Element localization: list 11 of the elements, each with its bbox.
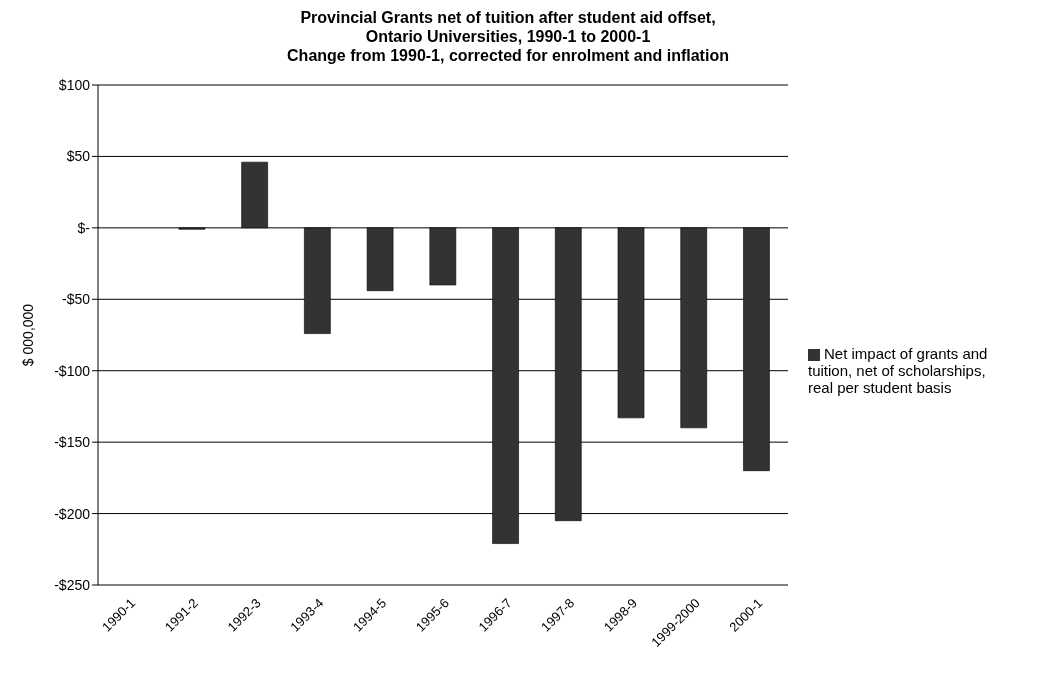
chart-title: Provincial Grants net of tuition after student aid offset, Ontario Universities, 1990-1 to 2000-1 Change from 1990-1, corrected for enrolment and inflation bbox=[286, 8, 730, 65]
y-tick-label: -$150 bbox=[54, 434, 91, 451]
y-tick-label: -$200 bbox=[54, 505, 91, 522]
y-tick-label: -$50 bbox=[61, 291, 91, 308]
y-tick-label: -$250 bbox=[54, 576, 91, 593]
y-tick-label: $100 bbox=[58, 76, 91, 93]
legend-label: Net impact of grants and tuition, net of scholarships, real per student basis bbox=[808, 344, 988, 396]
y-tick-label: -$100 bbox=[54, 362, 91, 379]
y-tick-label: $50 bbox=[66, 148, 91, 165]
y-tick-label: $- bbox=[77, 219, 91, 236]
y-axis-title: $ 000,000 bbox=[19, 303, 36, 367]
